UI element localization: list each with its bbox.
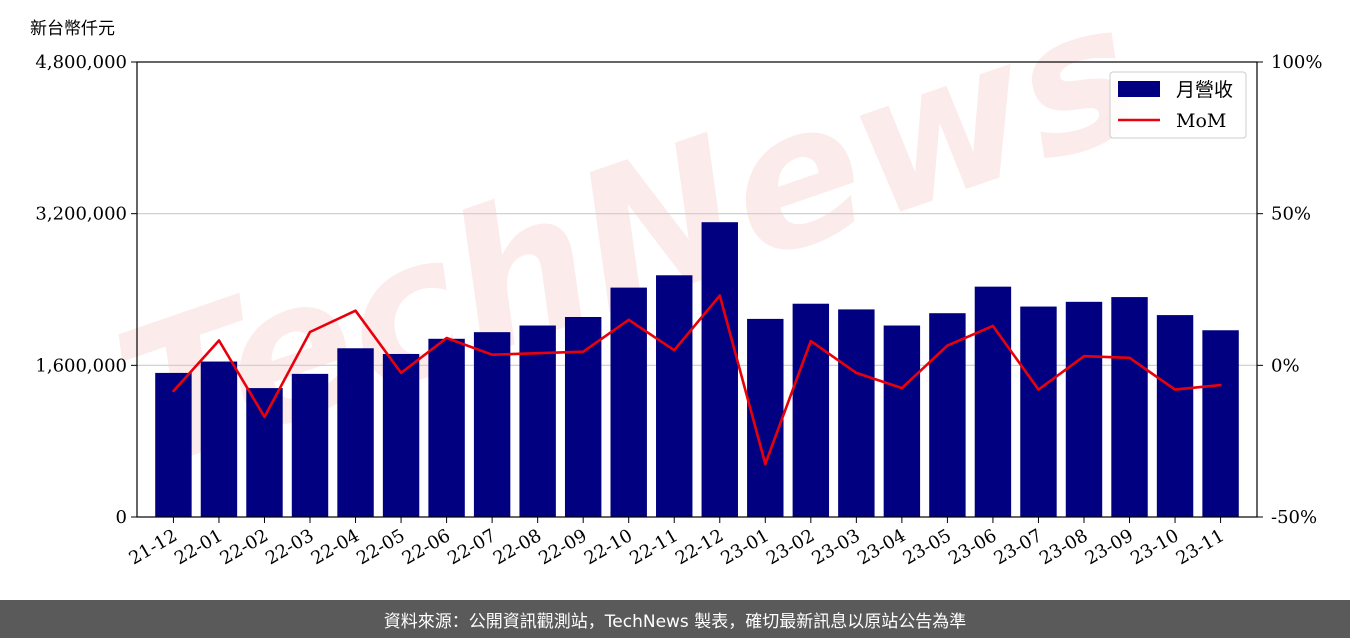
x-tick-label-22-01: 22-01	[171, 525, 226, 569]
y-left-tick-label: 0	[116, 507, 127, 528]
y-right-tick-label: 50%	[1271, 204, 1311, 225]
mom-point-23-11	[1219, 383, 1222, 387]
mom-point-22-02	[263, 415, 266, 419]
x-tick-label-23-05: 23-05	[899, 525, 954, 569]
x-tick-label-23-03: 23-03	[808, 525, 863, 569]
bar-23-08	[1065, 301, 1103, 517]
x-tick-label-23-07: 23-07	[991, 525, 1046, 569]
bar-22-09	[564, 316, 602, 517]
mom-point-23-07	[1037, 388, 1040, 391]
bar-22-06	[428, 338, 465, 517]
x-tick-label-22-03: 22-03	[262, 525, 317, 569]
bar-23-10	[1156, 315, 1194, 517]
mom-point-22-08	[536, 352, 539, 355]
mom-point-23-10	[1173, 388, 1177, 391]
bar-22-10	[610, 287, 647, 517]
legend-label-bar: 月營收	[1176, 79, 1233, 101]
x-tick-label-23-08: 23-08	[1036, 525, 1091, 569]
x-tick-label-23-11: 23-11	[1173, 525, 1228, 569]
bar-23-02	[792, 303, 830, 517]
x-tick-label-22-04: 22-04	[308, 525, 363, 569]
x-tick-label-22-02: 22-02	[217, 525, 272, 569]
x-tick-label-22-06: 22-06	[399, 525, 454, 569]
mom-point-22-05	[399, 371, 403, 375]
mom-point-23-06	[991, 324, 995, 328]
mom-point-23-02	[809, 339, 813, 343]
mom-point-22-07	[490, 353, 494, 356]
x-tick-label-22-05: 22-05	[353, 525, 408, 569]
mom-point-22-10	[627, 318, 630, 322]
bar-22-02	[246, 388, 283, 517]
bar-23-11	[1202, 330, 1239, 517]
bar-21-12	[155, 372, 192, 517]
x-tick-label-22-12: 22-12	[672, 525, 727, 569]
bar-23-09	[1111, 297, 1148, 517]
bar-22-01	[200, 361, 238, 517]
mom-line	[172, 294, 1221, 466]
bar-23-05	[929, 313, 966, 517]
x-tick-label-22-09: 22-09	[535, 525, 590, 569]
bar-23-04	[883, 325, 921, 517]
unit-label: 新台幣仟元	[30, 19, 115, 39]
mom-point-23-08	[1082, 355, 1086, 358]
y-left-tick-label: 1,600,000	[35, 355, 127, 376]
y-right-tick-label: 0%	[1271, 355, 1300, 376]
legend-swatch-bar	[1118, 81, 1160, 97]
bar-23-03	[838, 309, 875, 517]
x-tick-label-21-12: 21-12	[125, 525, 180, 569]
bar-22-11	[656, 275, 693, 517]
mom-point-22-03	[308, 330, 312, 334]
x-tick-label-23-09: 23-09	[1082, 525, 1137, 569]
x-tick-label-22-07: 22-07	[444, 525, 499, 569]
x-tick-label-23-10: 23-10	[1127, 525, 1182, 569]
mom-point-23-04	[900, 386, 904, 390]
mom-point-22-01	[217, 339, 221, 342]
bar-23-07	[1020, 306, 1057, 517]
mom-point-22-11	[673, 348, 676, 352]
footer-source-note: 資料來源：公開資訊觀測站，TechNews 製表，確切最新訊息以原站公告為準	[0, 600, 1350, 638]
chart: TechNews 新台幣仟元 01,600,0003,200,0004,800,…	[30, 0, 1322, 569]
x-tick-label-22-10: 22-10	[581, 525, 636, 569]
bar-22-05	[382, 353, 420, 517]
legend: 月營收 MoM	[1109, 71, 1247, 139]
mom-point-23-03	[855, 371, 858, 375]
plot-frame	[136, 61, 1258, 518]
legend-label-line: MoM	[1176, 110, 1226, 132]
y-left-tick-label: 4,800,000	[35, 52, 127, 73]
y-left-tick-label: 3,200,000	[35, 204, 127, 225]
mom-point-23-09	[1128, 356, 1131, 359]
mom-point-22-09	[581, 350, 585, 353]
mom-point-22-06	[445, 336, 448, 340]
bar-22-07	[473, 332, 511, 517]
mom-point-23-01	[764, 462, 767, 466]
x-tick-label-23-02: 23-02	[763, 525, 818, 569]
x-tick-label-22-11: 22-11	[626, 525, 681, 569]
mom-point-21-12	[172, 389, 175, 393]
bar-23-06	[974, 286, 1012, 517]
x-tick-label-23-04: 23-04	[854, 525, 909, 569]
bar-22-12	[701, 222, 738, 517]
x-tick-label-23-01: 23-01	[717, 525, 772, 569]
y-right-tick-label: -50%	[1271, 507, 1317, 528]
x-tick-label-23-06: 23-06	[945, 525, 1000, 569]
mom-point-22-04	[354, 309, 357, 312]
bar-22-08	[519, 325, 556, 517]
mom-point-23-05	[946, 344, 949, 347]
x-tick-label-22-08: 22-08	[490, 525, 545, 569]
bar-22-03	[291, 373, 329, 517]
y-right-tick-label: 100%	[1271, 52, 1322, 73]
mom-point-22-12	[718, 294, 721, 297]
mom-line-series	[172, 294, 1222, 466]
bar-22-04	[337, 348, 374, 517]
